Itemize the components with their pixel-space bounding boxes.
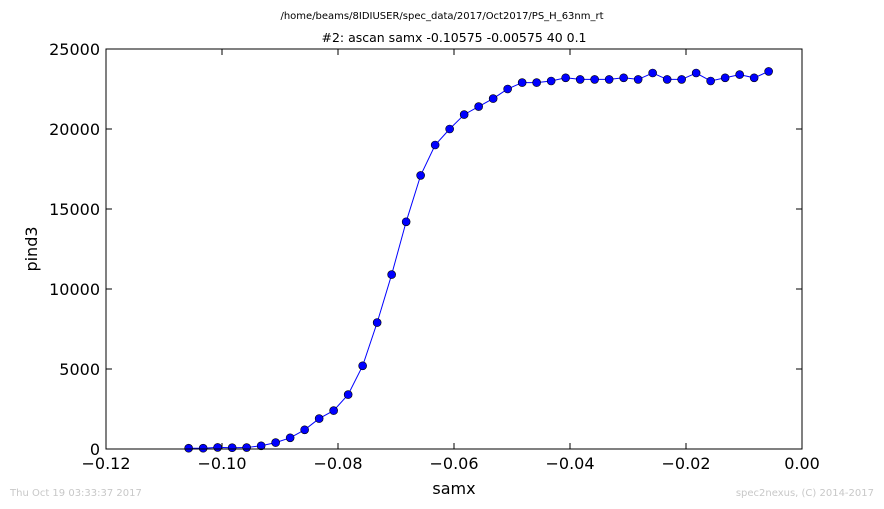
x-tick-label: 0.00 xyxy=(784,454,820,473)
y-axis-label: pind3 xyxy=(22,226,41,271)
plot-frame xyxy=(105,48,803,450)
data-point xyxy=(459,110,469,119)
data-point xyxy=(648,68,657,78)
data-point xyxy=(546,76,556,86)
x-tick-label: −0.02 xyxy=(661,454,710,473)
data-point xyxy=(633,75,643,84)
data-point xyxy=(662,75,672,84)
data-point xyxy=(488,94,498,103)
data-point xyxy=(735,70,744,79)
data-point xyxy=(720,73,730,83)
data-point xyxy=(532,78,541,87)
x-tick-label: −0.04 xyxy=(545,454,594,473)
data-point xyxy=(227,443,237,453)
data-point xyxy=(401,217,411,227)
data-point xyxy=(184,443,193,453)
x-tick-label: −0.06 xyxy=(429,454,478,473)
data-point xyxy=(590,75,599,84)
data-point xyxy=(358,361,367,371)
x-tick-label: −0.12 xyxy=(81,454,130,473)
data-point xyxy=(430,140,440,150)
data-point xyxy=(445,124,454,134)
data-point xyxy=(387,270,396,279)
data-point xyxy=(561,73,570,83)
data-point xyxy=(242,443,251,452)
data-point xyxy=(314,414,324,423)
data-point xyxy=(416,171,425,180)
data-point xyxy=(749,73,759,83)
data-point xyxy=(503,84,512,94)
chart-title: #2: ascan samx -0.10575 -0.00575 40 0.1 xyxy=(321,30,586,45)
figure-suptitle: /home/beams/8IDIUSER/spec_data/2017/Oct2… xyxy=(280,11,603,22)
data-point xyxy=(300,425,309,435)
y-tick-label: 20000 xyxy=(49,120,100,139)
data-point xyxy=(517,78,527,87)
y-tick-label: 10000 xyxy=(49,280,100,299)
data-point xyxy=(271,438,280,447)
data-point xyxy=(343,390,353,399)
data-point xyxy=(604,75,614,84)
data-point xyxy=(213,443,222,452)
data-point xyxy=(619,73,628,83)
data-point xyxy=(764,67,773,76)
y-tick-label: 5000 xyxy=(59,360,100,379)
tick-labels: −0.12 −0.10 −0.08 −0.06 −0.04 −0.02 0.00 0 5000 1… xyxy=(49,40,820,473)
data-point xyxy=(329,406,338,415)
data-point xyxy=(677,75,686,84)
data-point xyxy=(256,441,266,451)
data-point xyxy=(575,75,585,84)
data-point xyxy=(285,433,295,443)
timestamp: Thu Oct 19 03:33:37 2017 xyxy=(10,488,142,499)
x-tick-label: −0.08 xyxy=(313,454,362,473)
data-point xyxy=(691,68,701,78)
data-point xyxy=(474,102,483,111)
y-tick-label: 0 xyxy=(90,440,100,459)
credit-note: spec2nexus, (C) 2014-2017 xyxy=(735,488,874,499)
plot-area xyxy=(106,49,802,449)
data-point xyxy=(706,76,715,86)
y-tick-label: 25000 xyxy=(49,40,100,59)
data-point xyxy=(372,318,382,327)
x-axis-label: samx xyxy=(432,479,475,498)
data-point xyxy=(198,443,208,453)
x-tick-label: −0.10 xyxy=(197,454,246,473)
data-series xyxy=(184,67,773,453)
y-tick-label: 15000 xyxy=(49,200,100,219)
